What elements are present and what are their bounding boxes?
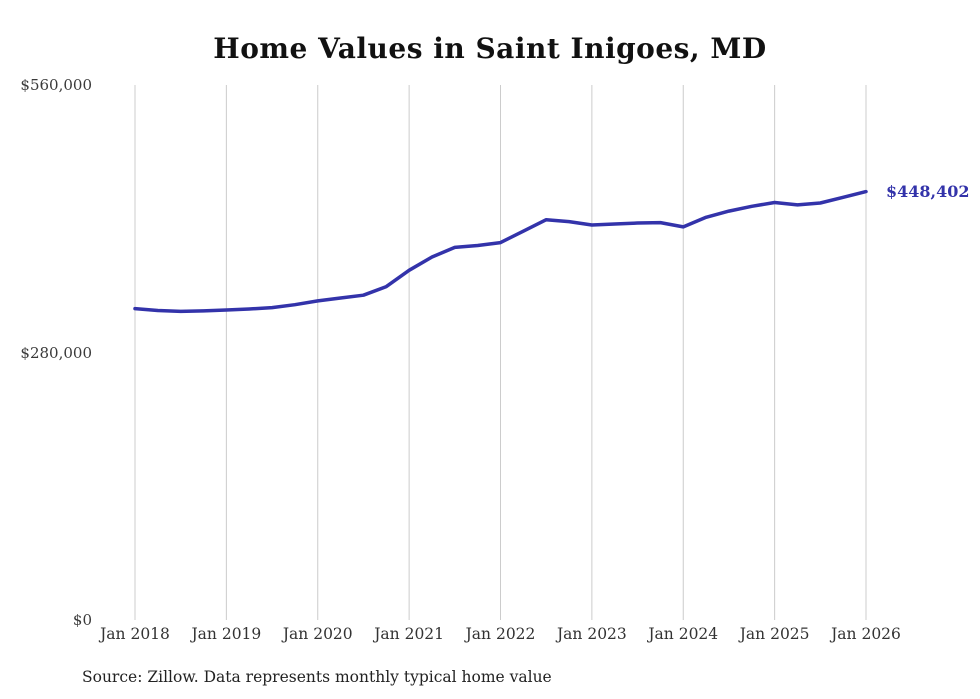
x-tick-label: Jan 2023 — [556, 625, 627, 643]
source-note: Source: Zillow. Data represents monthly … — [82, 668, 552, 686]
x-tick-label: Jan 2018 — [100, 625, 170, 643]
data-line — [133, 189, 868, 314]
x-tick-label: Jan 2022 — [465, 625, 536, 643]
last-value-label: $448,402 — [886, 181, 970, 201]
chart-title: Home Values in Saint Inigoes, MD — [213, 32, 767, 65]
x-tick-label: Jan 2024 — [648, 625, 719, 643]
x-tick-label: Jan 2026 — [831, 625, 901, 643]
x-tick-label: Jan 2025 — [739, 625, 810, 643]
x-tick-label: Jan 2019 — [191, 625, 262, 643]
x-tick-label: Jan 2021 — [374, 625, 445, 643]
y-tick-label: $280,000 — [20, 343, 92, 362]
x-tick-label: Jan 2020 — [282, 625, 353, 643]
y-tick-label: $0 — [72, 611, 92, 629]
y-tick-label: $560,000 — [20, 76, 92, 94]
